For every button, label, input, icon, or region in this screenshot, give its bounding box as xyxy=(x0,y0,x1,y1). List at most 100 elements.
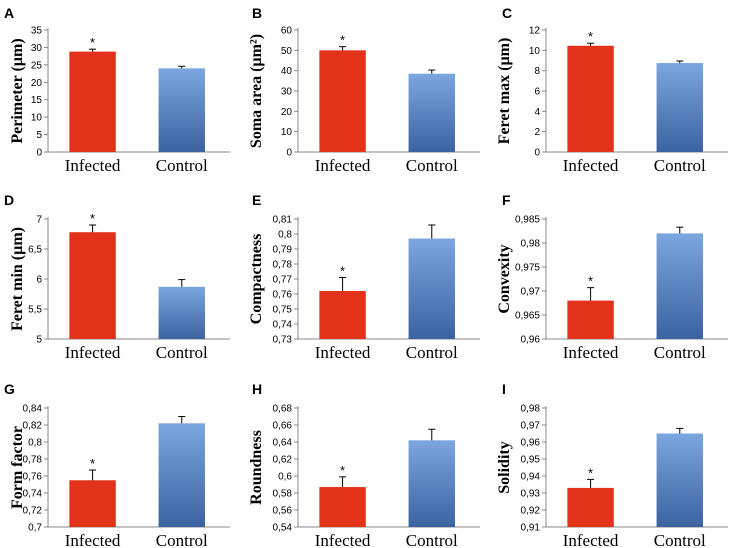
bar-infected xyxy=(69,480,116,527)
y-tick-label: 0 xyxy=(286,148,292,159)
x-category-label: Infected xyxy=(65,156,121,175)
bar-infected xyxy=(69,232,116,339)
y-tick-label: 0,76 xyxy=(23,472,43,483)
y-axis-title: Convexity xyxy=(496,244,513,313)
bar-infected xyxy=(69,51,116,152)
y-tick-label: 0 xyxy=(36,148,42,159)
bar-control xyxy=(158,68,205,152)
y-tick-label: 6 xyxy=(36,275,42,286)
y-tick-label: 4 xyxy=(534,107,540,118)
x-category-label: Control xyxy=(654,156,706,175)
y-tick-label: 0 xyxy=(534,148,540,159)
y-tick-label: 0,84 xyxy=(23,404,43,415)
bar-control xyxy=(656,63,703,152)
panel-letter: D xyxy=(4,192,14,208)
significance-star: * xyxy=(90,211,95,226)
y-tick-label: 0,68 xyxy=(273,404,293,415)
y-tick-label: 25 xyxy=(31,60,43,71)
y-tick-label: 0,92 xyxy=(521,506,541,517)
x-category-label: Control xyxy=(406,343,458,362)
y-tick-label: 30 xyxy=(31,43,43,54)
y-tick-label: 0,8 xyxy=(28,438,42,449)
y-tick-label: 0,74 xyxy=(273,320,293,331)
bar-infected xyxy=(567,300,614,339)
x-category-label: Infected xyxy=(563,156,619,175)
chart-panel-e: E 0,73 0,74 0,75 0,76 0,77 0,78 0,79 0,8 0,81 Comp… xyxy=(248,192,480,362)
y-tick-label: 0,56 xyxy=(273,506,293,517)
y-tick-label: 0,66 xyxy=(273,421,293,432)
significance-star: * xyxy=(340,264,345,279)
x-category-label: Infected xyxy=(315,343,371,362)
y-tick-label: 0,62 xyxy=(273,455,293,466)
y-tick-label: 0,82 xyxy=(23,421,43,432)
y-tick-label: 0,6 xyxy=(278,472,292,483)
bar-control xyxy=(408,238,455,339)
chart-panel-b: B 0 10 20 30 40 50 60 Soma area (µm²) * Infected Co… xyxy=(248,5,480,175)
chart-panel-a: A 0 5 10 15 20 25 30 35 Perimeter (µm) * Infected Co… xyxy=(4,5,230,175)
y-tick-label: 10 xyxy=(31,113,43,124)
significance-star: * xyxy=(90,456,95,471)
x-category-label: Control xyxy=(156,156,208,175)
y-tick-label: 0,98 xyxy=(521,404,541,415)
y-tick-label: 0,97 xyxy=(521,421,541,432)
y-tick-label: 15 xyxy=(31,95,43,106)
chart-panel-f: F 0,96 0,965 0,97 0,975 0,98 0,985 Convexity * In… xyxy=(496,192,728,362)
y-tick-label: 40 xyxy=(281,66,293,77)
bar-control xyxy=(408,73,455,152)
x-category-label: Control xyxy=(654,531,706,548)
y-tick-label: 12 xyxy=(529,26,541,37)
y-axis-title: Feret max (µm) xyxy=(496,38,513,145)
y-tick-label: 0,975 xyxy=(515,263,540,274)
panel-letter: H xyxy=(252,381,262,397)
chart-panel-d: D 5 5,5 6 6,5 7 Feret min (µm) * Infected Control xyxy=(4,192,230,362)
y-tick-label: 5 xyxy=(36,335,42,346)
bar-infected xyxy=(567,45,614,153)
y-tick-label: 50 xyxy=(281,46,293,57)
y-tick-label: 0,7 xyxy=(28,523,42,534)
y-tick-label: 30 xyxy=(281,87,293,98)
y-tick-label: 0,97 xyxy=(521,287,541,298)
y-tick-label: 0,75 xyxy=(273,305,293,316)
y-tick-label: 0,985 xyxy=(515,215,540,226)
y-tick-label: 0,96 xyxy=(521,335,541,346)
bar-control xyxy=(158,423,205,527)
y-axis-title: Soma area (µm²) xyxy=(248,34,265,148)
y-tick-label: 35 xyxy=(31,26,43,37)
bar-control xyxy=(656,233,703,339)
y-tick-label: 0,79 xyxy=(273,245,293,256)
x-category-label: Control xyxy=(156,343,208,362)
x-category-label: Infected xyxy=(65,531,121,548)
significance-star: * xyxy=(588,29,593,44)
x-category-label: Control xyxy=(654,343,706,362)
bar-control xyxy=(158,286,205,339)
y-axis-title: Form factor xyxy=(9,426,26,509)
panel-letter: E xyxy=(252,192,261,208)
y-axis-title: Feret min (µm) xyxy=(9,227,26,331)
y-tick-label: 20 xyxy=(281,107,293,118)
y-tick-label: 0,77 xyxy=(273,275,293,286)
x-category-label: Infected xyxy=(65,343,121,362)
x-category-label: Infected xyxy=(315,531,371,548)
significance-star: * xyxy=(588,465,593,480)
panel-letter: F xyxy=(502,192,511,208)
bar-infected xyxy=(319,50,366,153)
y-tick-label: 0,72 xyxy=(23,506,43,517)
bar-infected xyxy=(319,487,366,527)
y-tick-label: 0,98 xyxy=(521,239,541,250)
y-tick-label: 6,5 xyxy=(28,245,42,256)
y-axis-title: Compactness xyxy=(248,234,265,325)
y-tick-label: 0,95 xyxy=(521,455,541,466)
x-category-label: Infected xyxy=(563,531,619,548)
x-category-label: Infected xyxy=(563,343,619,362)
y-tick-label: 0,76 xyxy=(273,290,293,301)
y-tick-label: 0,93 xyxy=(521,489,541,500)
y-tick-label: 0,78 xyxy=(273,260,293,271)
bar-control xyxy=(656,433,703,527)
y-tick-label: 0,8 xyxy=(278,230,292,241)
y-tick-label: 0,78 xyxy=(23,455,43,466)
significance-star: * xyxy=(340,33,345,48)
x-category-label: Control xyxy=(406,531,458,548)
y-tick-label: 0,94 xyxy=(521,472,541,483)
significance-star: * xyxy=(90,35,95,50)
